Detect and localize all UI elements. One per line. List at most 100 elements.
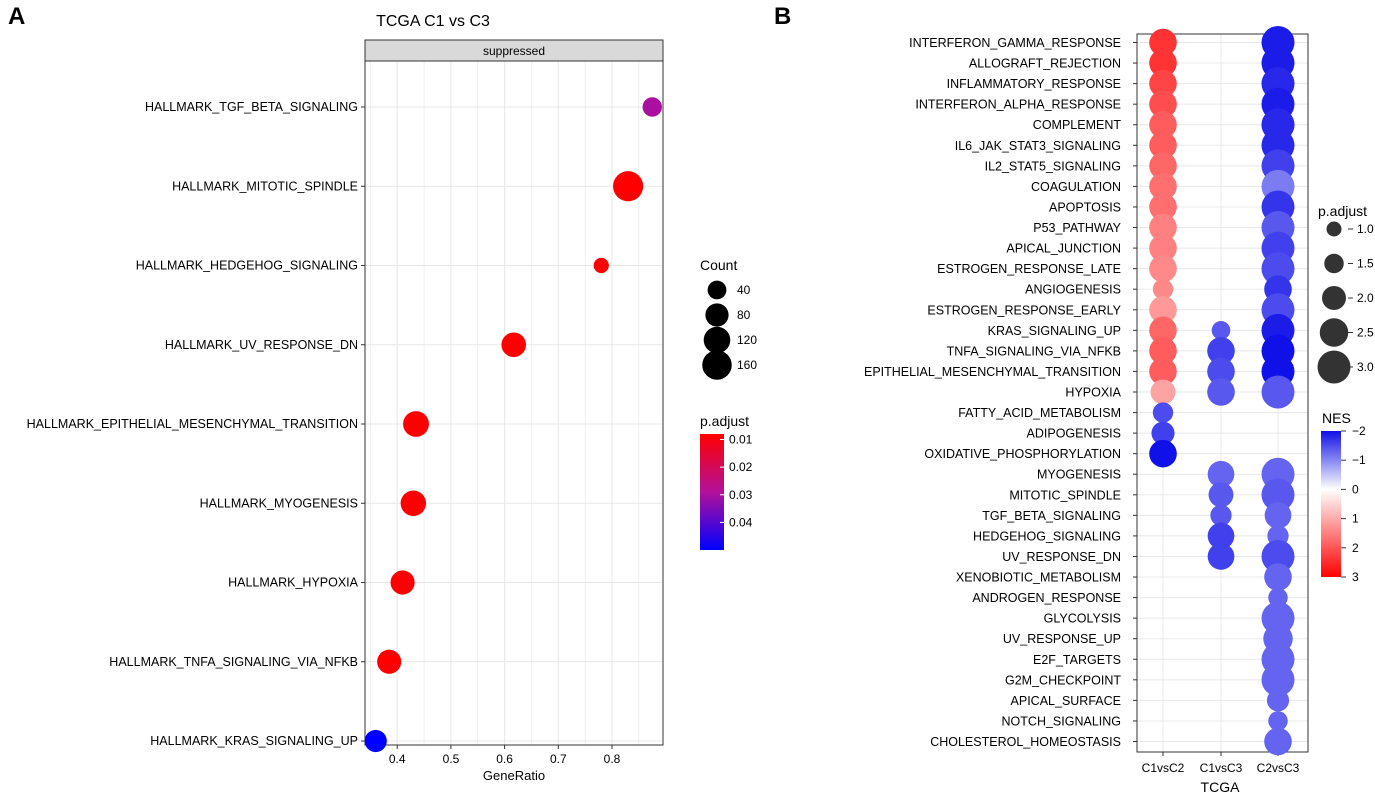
data-point [1207,543,1235,570]
count-legend-title: Count [700,257,737,273]
y-tick-label: HALLMARK_KRAS_SIGNALING_UP [150,734,358,748]
y-tick-label: COAGULATION [1031,180,1121,194]
panel-a-plot-border [364,60,664,746]
legend-size-dot [703,326,731,354]
data-point [1149,193,1177,221]
legend-size-label: 1.5 [1357,257,1374,271]
legend-size-label: 80 [737,308,751,322]
legend-size-dot [1324,253,1344,274]
y-tick-label: HALLMARK_MITOTIC_SPINDLE [172,179,358,193]
y-tick-label: P53_PATHWAY [1033,221,1121,235]
colorbar-tick-label: 0 [1352,482,1359,496]
panel-a-grid [365,61,663,745]
y-tick-label: COMPLEMENT [1033,118,1122,132]
panel-b-chart: INTERFERON_GAMMA_RESPONSE ALLOGRAFT_REJEC… [864,26,1374,794]
x-tick-label: 0.8 [604,752,621,766]
y-tick-label: ESTROGEN_RESPONSE_LATE [937,262,1121,276]
colorbar-tick-label: −2 [1352,424,1366,438]
y-tick-label: CHOLESTEROL_HOMEOSTASIS [930,735,1121,749]
legend-size-label: 160 [737,358,757,372]
panel-a-y-axis: HALLMARK_TGF_BETA_SIGNALING HALLMARK_MITO… [27,100,365,748]
y-tick-label: TGF_BETA_SIGNALING [982,509,1121,523]
data-point [1149,234,1177,262]
padjust-legend-title-b: p.adjust [1318,203,1367,219]
data-point [1261,601,1295,635]
x-tick-label: 0.6 [496,752,513,766]
y-tick-label: APOPTOSIS [1049,200,1121,214]
y-tick-label: MYOGENESIS [1037,468,1121,482]
y-tick-label: OXIDATIVE_PHOSPHORYLATION [924,447,1121,461]
y-tick-label: ANDROGEN_RESPONSE [972,591,1121,605]
data-point [1149,69,1177,98]
legend-size-label: 120 [737,333,757,347]
nes-legend: −2 −1 0 1 2 3 [1341,424,1366,584]
data-point [1149,49,1177,77]
panel-b-label: B [774,3,791,30]
y-tick-label: HYPOXIA [1065,386,1121,400]
colorbar-tick-label: 1 [1352,512,1359,526]
colorbar-tick-label: 0.01 [729,433,753,447]
data-point [1261,375,1295,409]
data-point [390,570,415,595]
x-tick-label: 0.4 [389,752,406,766]
data-point [1152,402,1174,423]
legend-size-dot [1322,286,1346,310]
data-point [1264,727,1292,756]
legend-size-label: 2.5 [1357,326,1374,340]
data-point [400,490,427,516]
data-point [642,97,662,117]
legend-size-dot [705,303,729,327]
y-tick-label: HEDGEHOG_SIGNALING [973,529,1121,543]
legend-size-label: 1.0 [1357,222,1374,236]
panel-b-x-axis: C1vsC2 C1vsC3 C2vsC3 [1142,752,1300,775]
y-tick-label: APICAL_SURFACE [1011,694,1121,708]
data-point [1207,357,1235,386]
legend-size-dot [702,350,732,380]
padjust-size-legend: 1.0 1.5 2.0 2.5 3.0 [1317,221,1374,384]
y-tick-label: KRAS_SIGNALING_UP [988,324,1121,338]
y-tick-label: ANGIOGENESIS [1025,283,1121,297]
colorbar-tick-label: 0.04 [729,515,753,529]
data-point [1207,337,1235,365]
y-tick-label: EPITHELIAL_MESENCHYMAL_TRANSITION [864,365,1121,379]
y-tick-label: HALLMARK_EPITHELIAL_MESENCHYMAL_TRANSITI… [27,417,358,431]
panel-b-y-axis: INTERFERON_GAMMA_RESPONSE ALLOGRAFT_REJEC… [864,36,1137,749]
data-point [1149,28,1177,57]
data-point [1149,152,1177,180]
y-tick-label: XENOBIOTIC_METABOLISM [956,571,1121,585]
data-point [1264,502,1292,529]
y-tick-label: HALLMARK_TGF_BETA_SIGNALING [145,100,358,114]
data-point [1149,316,1177,345]
data-point [1261,663,1295,697]
colorbar-tick-label: 0.03 [729,488,753,502]
nes-colorbar [1321,431,1341,577]
padjust-legend-title-a: p.adjust [700,413,749,429]
panel-a-label: A [8,3,25,30]
data-point [1207,522,1235,550]
legend-size-label: 3.0 [1357,360,1374,374]
y-tick-label: FATTY_ACID_METABOLISM [958,406,1121,420]
data-point [1261,539,1295,573]
colorbar-tick-label: 3 [1352,570,1359,584]
panel-b-plot-border [1136,33,1309,753]
y-tick-label: ADIPOGENESIS [1027,427,1121,441]
y-tick-label: NOTCH_SIGNALING [1002,714,1121,728]
data-point [1149,254,1177,283]
y-tick-label: INTERFERON_ALPHA_RESPONSE [915,98,1121,112]
data-point [1208,482,1234,508]
data-point [1210,504,1232,527]
y-tick-label: ESTROGEN_RESPONSE_EARLY [927,303,1121,317]
legend-size-dot [1326,221,1342,237]
y-tick-label: HALLMARK_TNFA_SIGNALING_VIA_NFKB [109,655,358,669]
panel-b-x-title: TCGA [1201,779,1241,794]
colorbar-tick-label: −1 [1352,453,1366,467]
data-point [1261,252,1295,286]
panel-a-x-axis: 0.4 0.5 0.6 0.7 0.8 [389,745,621,766]
y-tick-label: UV_RESPONSE_UP [1003,632,1121,646]
y-tick-label: HALLMARK_UV_RESPONSE_DN [165,338,358,352]
legend-size-dot [707,280,727,300]
data-point [593,257,609,274]
data-point [1268,711,1288,731]
data-point [613,171,644,202]
data-point [1149,295,1177,324]
